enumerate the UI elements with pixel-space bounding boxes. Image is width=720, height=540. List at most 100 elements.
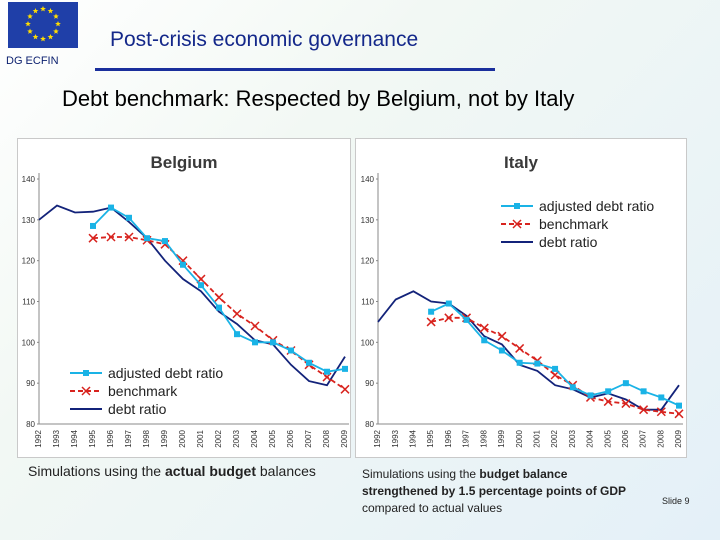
chart-legend: adjusted debt ratio benchmark debt ratio [66, 363, 256, 417]
caption-right-bold1: budget balance [479, 467, 568, 481]
adjusted-point [445, 300, 452, 307]
adjusted-point [658, 394, 665, 401]
x-tick-label: 2007 [639, 429, 648, 447]
y-tick-label: 90 [365, 379, 374, 388]
debt-legend-label: debt ratio [539, 234, 598, 250]
adjusted-point [676, 402, 682, 409]
x-tick-label: 1992 [373, 429, 382, 447]
chart-title: Italy [504, 153, 539, 172]
chart-title: Belgium [150, 153, 217, 172]
caption-right-bold2: strengthened by 1.5 percentage points of… [362, 484, 627, 498]
benchmark-legend-marker [512, 219, 522, 229]
adjusted-point [428, 308, 435, 315]
x-tick-label: 2005 [268, 429, 277, 447]
adjusted-line [92, 206, 346, 373]
x-tick-label: 1997 [462, 429, 471, 447]
star-icon [25, 21, 31, 27]
adjusted-legend-label: adjusted debt ratio [108, 365, 223, 381]
benchmark-point [106, 232, 116, 242]
caption-left-pre: Simulations using the [28, 463, 165, 479]
x-tick-label: 1993 [391, 429, 400, 447]
eu-flag-logo [8, 2, 78, 48]
chart-legend: adjusted debt ratio benchmark debt ratio [501, 198, 654, 250]
adjusted-point [234, 331, 240, 338]
caption-left-post: balances [255, 463, 316, 479]
x-tick-label: 1994 [70, 429, 79, 447]
x-tick-label: 1992 [34, 429, 43, 447]
adjusted-point [622, 380, 629, 387]
y-tick-label: 130 [361, 216, 375, 225]
adjusted-point [306, 359, 312, 366]
adjusted-point [552, 365, 559, 372]
y-tick-label: 80 [26, 420, 35, 429]
adjusted-point [640, 388, 647, 395]
x-tick-label: 1999 [160, 429, 169, 447]
benchmark-line [430, 316, 680, 415]
y-tick-label: 140 [361, 175, 375, 184]
benchmark-legend-label: benchmark [108, 383, 178, 399]
adjusted-point [162, 238, 168, 245]
benchmark-legend-marker [81, 386, 91, 396]
benchmark-point [674, 409, 684, 419]
adjusted-point [481, 337, 488, 344]
x-tick-label: 2003 [568, 429, 577, 447]
y-tick-label: 100 [361, 338, 375, 347]
benchmark-point [444, 313, 454, 323]
adjusted-point [342, 365, 348, 372]
adjusted-point [288, 347, 294, 354]
star-icon [53, 13, 59, 19]
x-tick-label: 2002 [214, 429, 223, 447]
header-divider [95, 68, 495, 71]
star-icon [40, 6, 46, 12]
x-tick-label: 1999 [497, 429, 506, 447]
x-tick-label: 2001 [196, 429, 205, 447]
benchmark-point [214, 292, 224, 302]
star-icon [27, 28, 33, 34]
caption-left-bold: actual budget [164, 463, 256, 479]
caption-right: Simulations using the budget balance stre… [362, 466, 682, 517]
x-tick-label: 1993 [52, 429, 61, 447]
slide-title: Debt benchmark: Respected by Belgium, no… [62, 86, 575, 111]
x-tick-label: 1997 [124, 429, 133, 447]
benchmark-point [340, 384, 350, 394]
star-icon [27, 13, 33, 19]
y-tick-label: 110 [22, 298, 35, 307]
eu-stars-icon [25, 6, 61, 42]
x-tick-label: 2008 [656, 429, 665, 447]
x-tick-label: 1995 [88, 429, 97, 447]
belgium-chart-panel: Belgium 80 90 100 110 120 130 140 1992 1993 1994 19… [17, 138, 351, 458]
benchmark-point [656, 407, 666, 417]
adjusted-point [569, 384, 576, 391]
italy-chart-panel: Italy 80 90 100 110 120 130 140 1992 1993 1994 1995… [355, 138, 687, 458]
y-tick-label: 120 [22, 257, 36, 266]
benchmark-point [497, 331, 507, 341]
adjusted-point [270, 339, 276, 346]
benchmark-point [479, 323, 489, 333]
x-tick-label: 1996 [106, 429, 115, 447]
x-tick-label: 2000 [515, 429, 524, 447]
y-tick-label: 140 [22, 175, 36, 184]
adjusted-point [108, 204, 114, 211]
x-tick-label: 2009 [674, 429, 683, 447]
star-icon [53, 28, 59, 34]
adjusted-point [587, 392, 594, 399]
x-tick-label: 1998 [479, 429, 488, 447]
benchmark-point [88, 233, 98, 243]
adjusted-point [534, 360, 541, 367]
benchmark-point [232, 309, 242, 319]
adjusted-point [198, 282, 204, 289]
star-icon [40, 36, 46, 42]
benchmark-point [639, 405, 649, 415]
x-tick-label: 2002 [550, 429, 559, 447]
benchmark-point [426, 317, 436, 327]
star-icon [47, 8, 54, 14]
y-tick-label: 110 [361, 298, 374, 307]
y-tick-label: 80 [365, 420, 374, 429]
x-tick-label: 2003 [232, 429, 241, 447]
x-tick-label: 2008 [322, 429, 331, 447]
caption-right-pre: Simulations using the [362, 467, 480, 481]
x-tick-label: 2006 [621, 429, 630, 447]
adjusted-point [324, 368, 330, 375]
adjusted-legend-marker [514, 203, 520, 209]
x-tick-label: 2004 [586, 429, 595, 447]
